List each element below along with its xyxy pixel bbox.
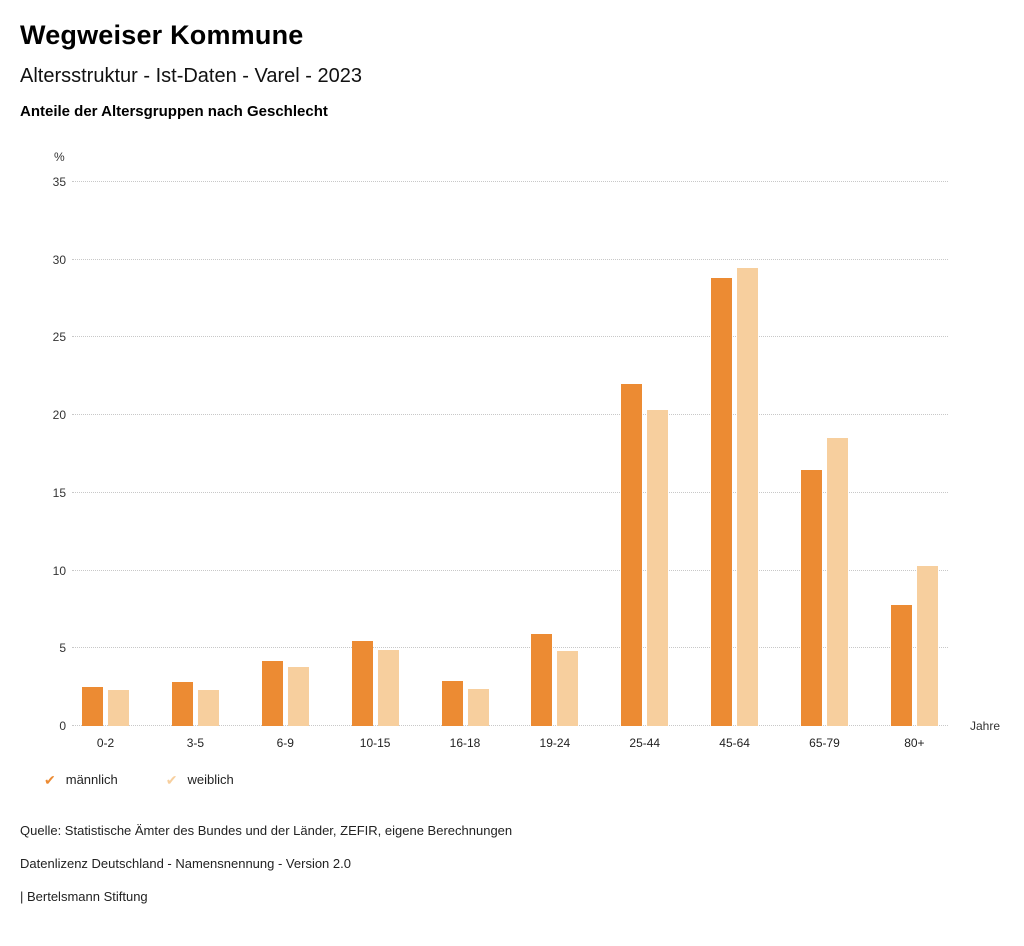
gridline <box>72 491 948 493</box>
bar-group-65-79: 65-79 <box>801 182 848 750</box>
bar-weiblich-3-5[interactable] <box>197 690 219 726</box>
y-axis-unit-label: % <box>54 150 65 164</box>
gridline <box>72 336 948 338</box>
x-tick-label: 80+ <box>904 736 925 750</box>
legend-label: weiblich <box>187 772 234 787</box>
bar-weiblich-6-9[interactable] <box>287 666 309 726</box>
bar-group-45-64: 45-64 <box>711 182 759 750</box>
bar-group-80+: 80+ <box>890 182 938 750</box>
bar-maennlich-3-5[interactable] <box>171 682 193 726</box>
page: Wegweiser Kommune Altersstruktur - Ist-D… <box>20 20 1024 904</box>
gridline <box>72 647 948 649</box>
x-tick-label: 19-24 <box>539 736 571 750</box>
gridline <box>72 725 948 726</box>
plot-area: Jahre 0 5 10 15 20 25 30 35 0-2 3-5 6-9 10-15 16-18 1… <box>53 175 1000 750</box>
legend-label: männlich <box>65 772 118 787</box>
footer: Quelle: Statistische Ämter des Bundes un… <box>20 823 1024 904</box>
bar-maennlich-45-64[interactable] <box>711 278 733 726</box>
bar-weiblich-19-24[interactable] <box>557 651 579 726</box>
header: Wegweiser Kommune Altersstruktur - Ist-D… <box>20 20 1024 120</box>
gridline <box>72 258 948 260</box>
bar-maennlich-65-79[interactable] <box>801 469 822 726</box>
bar-weiblich-16-18[interactable] <box>467 688 489 726</box>
bar-weiblich-10-15[interactable] <box>377 649 399 726</box>
bar-group-16-18: 16-18 <box>441 182 489 750</box>
gridline <box>72 181 948 182</box>
x-axis-unit-label: Jahre <box>969 719 1000 733</box>
source-line: Quelle: Statistische Ämter des Bundes un… <box>20 823 513 838</box>
x-tick-label: 10-15 <box>359 736 391 750</box>
bar-group-19-24: 19-24 <box>531 182 579 750</box>
x-tick-label: 16-18 <box>449 736 481 750</box>
check-icon: ✔ <box>165 771 178 788</box>
y-tick-label: 10 <box>52 563 66 578</box>
x-tick-label: 6-9 <box>276 736 294 750</box>
bar-maennlich-16-18[interactable] <box>441 680 463 726</box>
legend-item-weiblich[interactable]: ✔ weiblich <box>166 772 234 787</box>
gridline <box>72 569 948 571</box>
page-title: Wegweiser Kommune <box>20 20 304 50</box>
x-tick-label: 65-79 <box>809 736 840 750</box>
bar-weiblich-80+[interactable] <box>916 565 938 726</box>
bar-maennlich-0-2[interactable] <box>82 687 103 726</box>
legend-item-maennlich[interactable]: ✔ männlich <box>44 772 118 787</box>
y-tick-label: 35 <box>52 175 66 189</box>
bar-weiblich-25-44[interactable] <box>647 410 669 726</box>
x-tick-label: 3-5 <box>186 736 205 750</box>
bar-weiblich-45-64[interactable] <box>737 267 759 726</box>
check-icon: ✔ <box>44 771 56 788</box>
x-tick-label: 25-44 <box>629 736 661 750</box>
y-tick-label: 30 <box>52 252 66 267</box>
y-tick-label: 15 <box>52 485 66 500</box>
license-line: Datenlizenz Deutschland - Namensnennung … <box>20 856 351 871</box>
bar-groups: 0-2 3-5 6-9 10-15 16-18 19-24 25-44 45-64 65-79 8… <box>72 182 948 750</box>
y-tick-label: 5 <box>59 641 66 656</box>
y-tick-label: 25 <box>52 330 66 345</box>
bar-group-3-5: 3-5 <box>171 182 219 750</box>
bar-maennlich-80+[interactable] <box>890 604 912 726</box>
y-tick-label: 0 <box>59 719 66 733</box>
legend: ✔ männlich ✔ weiblich <box>44 772 1024 787</box>
bar-group-6-9: 6-9 <box>261 182 309 750</box>
x-tick-label: 0-2 <box>96 736 115 750</box>
attribution-line: | Bertelsmann Stiftung <box>20 889 148 904</box>
bar-group-0-2: 0-2 <box>82 182 129 750</box>
bar-group-25-44: 25-44 <box>621 182 669 750</box>
bar-weiblich-65-79[interactable] <box>827 438 848 726</box>
chart-description: Anteile der Altersgruppen nach Geschlech… <box>20 103 328 120</box>
bar-maennlich-25-44[interactable] <box>621 384 643 726</box>
bar-weiblich-0-2[interactable] <box>108 690 129 726</box>
bar-maennlich-19-24[interactable] <box>531 634 553 726</box>
x-tick-label: 45-64 <box>719 736 750 750</box>
gridline <box>72 414 948 416</box>
chart-subtitle: Altersstruktur - Ist-Daten - Varel - 202… <box>20 65 362 87</box>
bar-group-10-15: 10-15 <box>351 182 399 750</box>
bar-maennlich-6-9[interactable] <box>261 660 283 726</box>
bar-maennlich-10-15[interactable] <box>351 640 373 726</box>
y-tick-label: 20 <box>52 408 66 423</box>
chart: % Jahre 0 5 10 15 20 25 30 35 0-2 3-5 6-9 10-15 16-1… <box>53 150 1000 750</box>
